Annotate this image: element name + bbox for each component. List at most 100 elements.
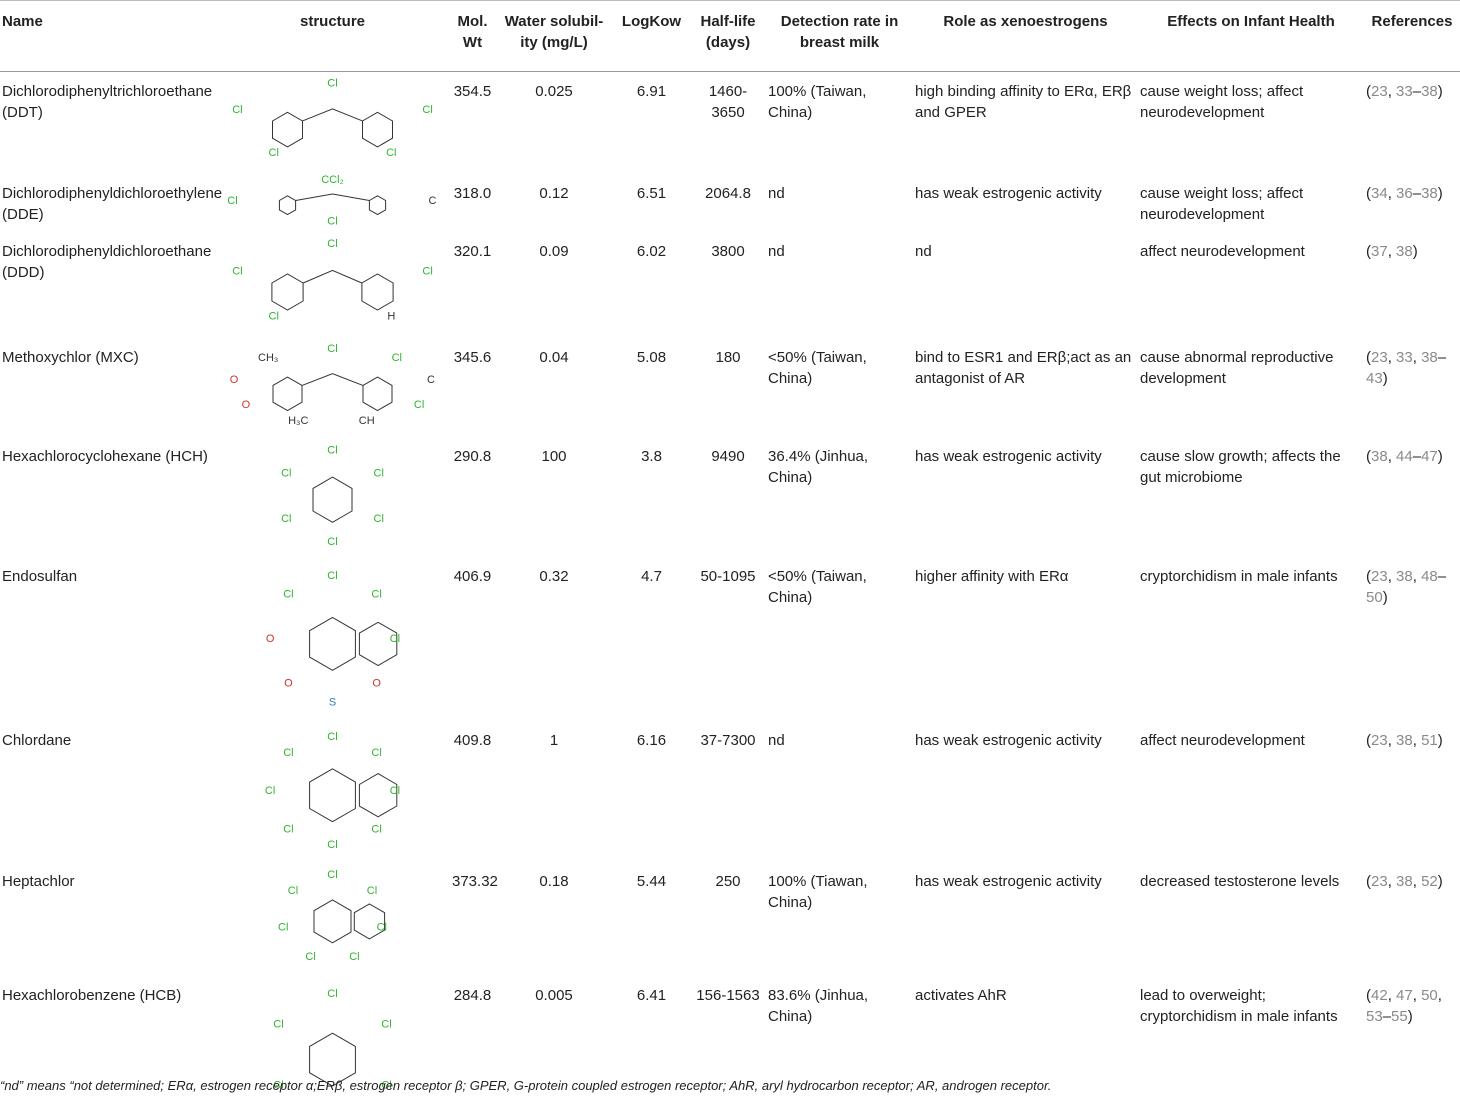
reference-cell: (23, 38, 48–50): [1366, 568, 1447, 606]
atom-label: H: [387, 310, 395, 322]
header-cell: Effects on Infant Health: [1138, 0, 1364, 72]
atom-label: Cl: [327, 731, 337, 743]
table-cell: 6.02: [636, 243, 667, 260]
atom-label: Cl: [327, 445, 337, 457]
table-cell: 0.025: [535, 83, 573, 100]
atom-label: Cl: [390, 785, 400, 797]
table-cell: 100: [541, 448, 567, 465]
atom-label: Cl: [371, 588, 381, 600]
structure-drawing: Cl Cl Cl Cl Cl Cl Cl: [278, 869, 387, 963]
table-cell: bind to ESR1 and ERβ;act as an antagonis…: [915, 349, 1132, 387]
atom-label: Cl: [422, 104, 432, 116]
table-cell: 180: [715, 349, 741, 366]
atom-label: Cl: [305, 951, 315, 963]
table-cell: 250: [715, 873, 741, 890]
table-cell: has weak estrogenic activity: [915, 185, 1102, 202]
ring: [309, 768, 356, 823]
table-cell: 9490: [711, 448, 745, 465]
table-cell: <50% (Taiwan, China): [768, 568, 867, 606]
table-cell: cause weight loss; affect neurodevelopme…: [1140, 83, 1304, 121]
atom-label: Cl: [281, 513, 291, 525]
structure-drawing: Cl Cl Cl O S O O Cl: [266, 570, 400, 708]
reference-cell: (23, 33–38): [1366, 83, 1443, 100]
reference-cell: (42, 47, 50, 53–55): [1364, 976, 1460, 1096]
atom-label: S: [329, 696, 336, 708]
atom-label: O: [284, 678, 293, 690]
header-cell: LogKow: [613, 0, 690, 72]
table-cell: 6.51: [636, 185, 667, 202]
table-row: Chlordane Cl Cl Cl Cl Cl Cl Cl Cl 409.8 1 6.16 37-73…: [0, 721, 1460, 862]
ring: [272, 376, 303, 412]
structure-drawing: Cl Cl Cl Cl Cl: [232, 77, 433, 159]
table-cell: activates AhR: [913, 976, 1138, 1096]
table-row: Hexachlorobenzene (HCB)ClClClClClCl284.8…: [0, 976, 1460, 1096]
table-cell: 0.09: [539, 243, 569, 260]
table-cell: Methoxychlor (MXC): [2, 349, 139, 366]
ring: [309, 616, 356, 671]
atom-label: Cl: [327, 988, 337, 1000]
atom-label: Cl: [281, 467, 291, 479]
ring: [358, 773, 398, 818]
atom-label: Cl: [422, 266, 432, 278]
table-cell: 4.7: [641, 568, 662, 585]
atom-label: Cl: [283, 823, 293, 835]
table-cell: 5.44: [636, 873, 667, 890]
atom-label: Cl: [327, 343, 337, 355]
table-cell: Dichlorodiphenyldichloroethylene (DDE): [2, 185, 223, 223]
reference-cell: (23, 33, 38–43): [1366, 349, 1447, 387]
atom-label: O: [266, 633, 275, 645]
table-cell: affect neurodevelopment: [1140, 243, 1305, 260]
atom-label: Cl: [327, 77, 337, 89]
table-row: Endosulfan Cl Cl Cl O S O O Cl 406.9 0.32 4.7 50-109…: [0, 557, 1460, 721]
ring: [368, 195, 387, 216]
table-cell: Dichlorodiphenyltrichloroethane (DDT): [2, 83, 213, 121]
atom-label: C: [427, 374, 435, 386]
table-cell: has weak estrogenic activity: [915, 873, 1102, 890]
table-cell: 50-1095: [700, 568, 756, 585]
table-cell: 37-7300: [700, 732, 756, 749]
table-cell: 100% (Tiawan, China): [768, 873, 868, 911]
structure-cell: Cl Cl C Cl CH H₃C O O CH₃: [215, 338, 450, 437]
reference-cell: (38, 44–47): [1366, 448, 1443, 465]
table-cell: 409.8: [453, 732, 492, 749]
structure-cell: Cl Cl Cl Cl Cl Cl Cl Cl: [215, 721, 450, 862]
atom-label: Cl: [283, 588, 293, 600]
table-cell: cryptorchidism in male infants: [1140, 568, 1338, 585]
table-cell: Dichlorodiphenyldichloroethane (DDD): [2, 243, 212, 281]
structure-cell: Cl Cl Cl O S O O Cl: [215, 557, 450, 721]
table-cell: 320.1: [453, 243, 492, 260]
atom-label: Cl: [381, 1079, 391, 1091]
table-cell: 1: [549, 732, 559, 749]
table-cell: 3800: [711, 243, 745, 260]
table-cell: 354.5: [453, 83, 492, 100]
atom-label: O: [230, 374, 239, 386]
table-cell: 0.04: [539, 349, 569, 366]
table-row: Dichlorodiphenyldichloroethylene (DDE) CC…: [0, 174, 1460, 232]
atom-label: Cl: [386, 147, 396, 159]
atom-label: Cl: [327, 869, 337, 881]
reference-cell: (23, 38, 51): [1366, 732, 1443, 749]
atom-label: Cl: [371, 823, 381, 835]
table-cell: 100% (Taiwan, China): [768, 83, 867, 121]
bonds: [301, 373, 364, 386]
atom-label: Cl: [273, 1079, 283, 1091]
structure-cell: Cl Cl Cl Cl Cl Cl Cl: [215, 862, 450, 976]
atom-label: O: [372, 678, 381, 690]
table-cell: lead to overweight; cryptorchidism in ma…: [1138, 976, 1364, 1096]
ring: [358, 621, 398, 667]
ring: [272, 111, 303, 148]
reference-cell: (34, 36–38): [1366, 185, 1443, 202]
ring: [353, 903, 386, 940]
atom-label: Cl: [371, 747, 381, 759]
ring: [309, 1032, 356, 1087]
table-cell: Hexachlorocyclohexane (HCH): [2, 448, 208, 465]
table-cell: <50% (Taiwan, China): [768, 349, 867, 387]
atom-label: Cl: [381, 1019, 391, 1031]
atom-label: Cl: [374, 467, 384, 479]
atom-label: Cl: [327, 216, 337, 226]
table-cell: 83.6% (Jinhua, China): [766, 976, 913, 1096]
table-row: Heptachlor Cl Cl Cl Cl Cl Cl Cl 373.32 0.18 5.44 25…: [0, 862, 1460, 976]
